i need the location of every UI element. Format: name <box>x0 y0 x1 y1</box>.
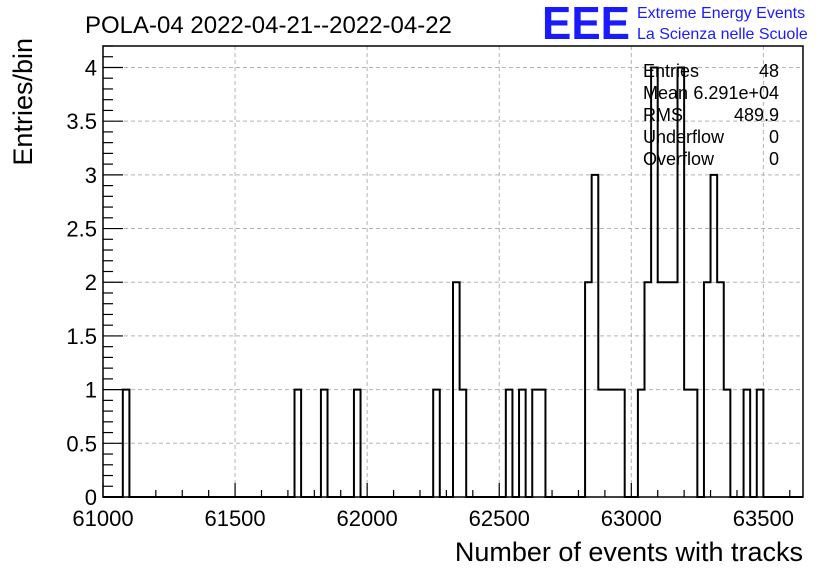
x-tick-label: 63500 <box>733 506 794 531</box>
stats-value: 0 <box>769 149 779 169</box>
logo-line1: Extreme Energy Events <box>637 5 805 22</box>
logo-line2: La Scienza nelle Scuole <box>637 26 808 43</box>
y-tick-label: 4 <box>85 55 97 80</box>
x-tick-label: 61500 <box>204 506 265 531</box>
x-tick-label: 62000 <box>337 506 398 531</box>
y-axis-ticks: 0 0.5 1 1.5 2 2.5 3 3.5 4 <box>66 45 123 510</box>
x-axis-label: Number of events with tracks <box>455 537 803 567</box>
stats-label: Mean <box>643 83 688 103</box>
x-tick-label: 62500 <box>469 506 530 531</box>
x-axis-ticks: 61000 61500 62000 62500 63000 63500 <box>72 483 794 531</box>
y-tick-label: 1 <box>85 378 97 403</box>
y-tick-label: 3.5 <box>66 109 97 134</box>
y-tick-label: 2 <box>85 270 97 295</box>
y-tick-label: 1.5 <box>66 324 97 349</box>
stats-value: 0 <box>769 127 779 147</box>
stats-value: 6.291e+04 <box>693 83 779 103</box>
y-tick-label: 2.5 <box>66 217 97 242</box>
stats-box: Entries 48 Mean 6.291e+04 RMS 489.9 Underflow 0… <box>643 61 779 169</box>
stats-label: RMS <box>643 105 683 125</box>
x-tick-label: 63000 <box>601 506 662 531</box>
y-tick-label: 3 <box>85 163 97 188</box>
y-tick-label: 0.5 <box>66 431 97 456</box>
logo-mark: EEE <box>542 0 630 49</box>
stats-label: Underflow <box>643 127 725 147</box>
stats-value: 48 <box>759 61 779 81</box>
chart-title: POLA-04 2022-04-21--2022-04-22 <box>85 12 452 39</box>
stats-label: Entries <box>643 61 699 81</box>
y-tick-label: 0 <box>85 485 97 510</box>
y-axis-label: Entries/bin <box>8 38 38 166</box>
stats-value: 489.9 <box>734 105 779 125</box>
stats-label: Overflow <box>643 149 715 169</box>
eee-logo: EEE Extreme Energy Events La Scienza nel… <box>542 0 808 49</box>
x-tick-label: 61000 <box>72 506 133 531</box>
